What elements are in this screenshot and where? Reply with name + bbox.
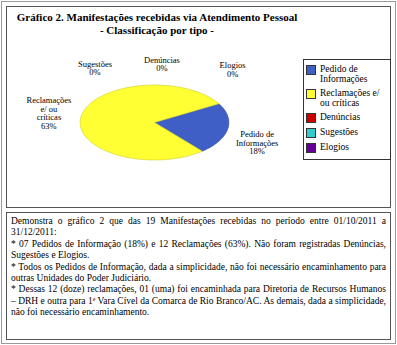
html-text:Elogios: Elogios <box>320 142 349 152</box>
html-text:Gráfico 2. Manifestações receb: Gráfico 2. Manifestações recebidas via A… <box>16 11 298 23</box>
svg-text:Sugestões0%: Sugestões0% <box>78 59 112 78</box>
html-text:- Classificação por tipo -: - Classificação por tipo - <box>100 24 214 36</box>
svg-text:Pedido deInformações18%: Pedido deInformações18% <box>236 129 278 156</box>
html-text:Pedido de Informações: Pedido de Informações <box>320 64 368 84</box>
svg-text:Elogios0%: Elogios0% <box>220 60 246 79</box>
html-text:* 07 Pedidos de Informação (18: * 07 Pedidos de Informação (18%) e 12 Re… <box>11 238 386 261</box>
html-text:Denúncias: Denúncias <box>320 112 361 122</box>
html-text:* Todos os Pedidos de Informaç: * Todos os Pedidos de Informação, dada a… <box>11 261 386 283</box>
html-text:* Dessas 12 (doze) reclamações: * Dessas 12 (doze) reclamações, 01 (uma)… <box>11 284 386 318</box>
svg-text:Reclamaçõese/ oucríticas63%: Reclamaçõese/ oucríticas63% <box>26 95 71 131</box>
html-text:Demonstra o gráfico 2 que das: Demonstra o gráfico 2 que das 19 Manifes… <box>11 216 386 238</box>
svg-text:Denúncias0%: Denúncias0% <box>144 55 180 74</box>
html-text:Reclamações e/ ou críticas: Reclamações e/ ou críticas <box>320 88 380 108</box>
html-text:Sugestões: Sugestões <box>320 127 358 137</box>
